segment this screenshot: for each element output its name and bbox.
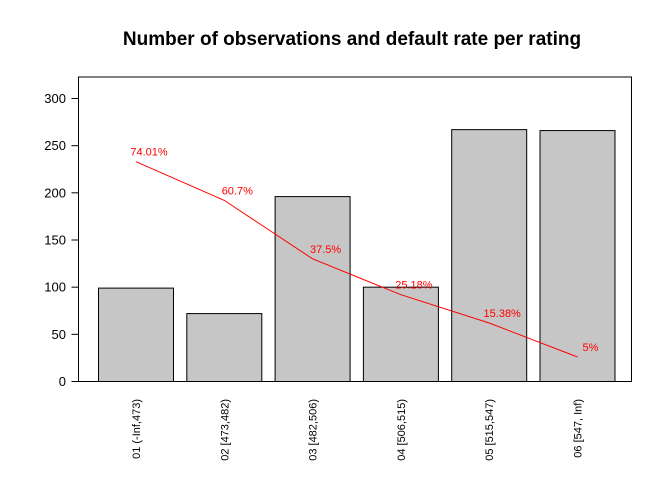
y-tick-label: 50 xyxy=(52,327,66,342)
y-axis: 0 50 100 150 200 250 300 xyxy=(44,91,79,389)
plot-border xyxy=(78,76,632,382)
x-tick-label: 06 [547, Inf) xyxy=(573,399,585,458)
bar-series xyxy=(98,129,616,382)
rate-label: 5% xyxy=(583,342,599,354)
rate-label: 25.18% xyxy=(395,280,433,292)
default-rate-line-series: 74.01% 60.7% 37.5% 25.18% 15.38% 5% xyxy=(130,147,599,358)
x-axis: 01 (-Inf,473) 02 [473,482) 03 [482,506) 04 … xyxy=(131,399,585,461)
x-tick-label: 01 (-Inf,473) xyxy=(131,399,143,459)
rate-label: 74.01% xyxy=(130,147,168,159)
bar xyxy=(186,313,263,382)
y-tick-label: 0 xyxy=(59,374,66,389)
rate-label: 60.7% xyxy=(222,185,253,197)
y-tick-label: 150 xyxy=(44,233,66,248)
rate-label: 37.5% xyxy=(310,244,341,256)
rate-line xyxy=(135,161,578,358)
y-tick-label: 250 xyxy=(44,138,66,153)
x-tick-label: 04 [506,515) xyxy=(396,399,408,461)
bar xyxy=(98,287,174,382)
y-tick-label: 200 xyxy=(44,185,66,200)
x-tick-label: 02 [473,482) xyxy=(219,399,231,461)
bar xyxy=(451,129,528,382)
bar xyxy=(274,196,351,382)
x-tick-label: 05 [515,547) xyxy=(484,399,496,461)
chart-title: Number of observations and default rate … xyxy=(123,29,581,50)
y-tick-label: 300 xyxy=(44,91,66,106)
x-tick-label: 03 [482,506) xyxy=(308,399,320,461)
bar xyxy=(539,130,616,382)
bar xyxy=(362,286,439,382)
rate-label: 15.38% xyxy=(484,308,522,320)
y-tick-label: 100 xyxy=(44,280,66,295)
